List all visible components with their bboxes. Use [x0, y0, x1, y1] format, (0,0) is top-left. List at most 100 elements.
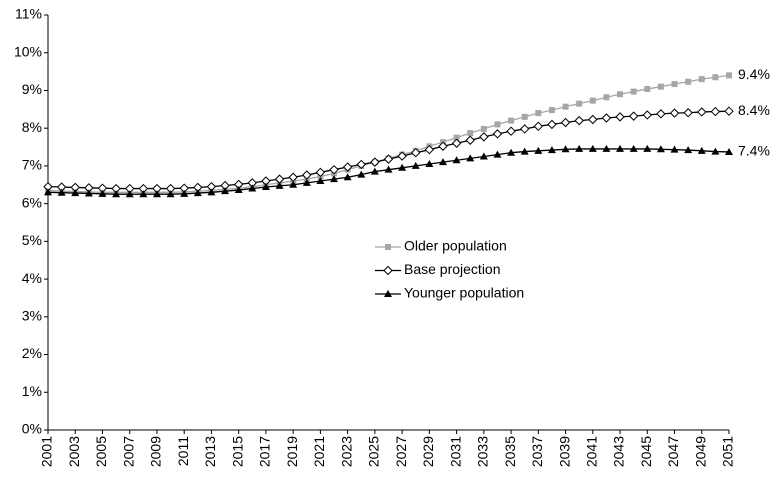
point: [520, 147, 529, 155]
y-tick-label: 1%: [22, 383, 42, 399]
point: [601, 113, 612, 123]
point: [221, 187, 230, 195]
point: [370, 157, 380, 167]
point: [248, 184, 257, 192]
point: [724, 106, 734, 116]
point: [152, 190, 161, 198]
point: [342, 162, 353, 172]
point: [384, 165, 393, 173]
point: [617, 91, 624, 98]
point: [519, 124, 530, 134]
end-label: 9.4%: [738, 66, 770, 82]
point: [588, 114, 598, 125]
x-tick-label: 2011: [175, 436, 191, 466]
point: [630, 88, 637, 95]
point: [602, 144, 611, 152]
legend-marker: [384, 290, 392, 297]
y-tick-label: 0%: [22, 421, 42, 437]
x-tick-label: 2035: [502, 436, 518, 467]
point: [588, 144, 597, 152]
point: [506, 126, 516, 136]
x-tick-label: 2013: [202, 436, 218, 467]
point: [275, 181, 284, 189]
point: [479, 152, 488, 160]
point: [616, 144, 625, 152]
point: [302, 178, 311, 186]
point: [466, 154, 475, 162]
point: [207, 188, 216, 196]
point: [534, 146, 543, 154]
x-tick-label: 2007: [120, 436, 136, 467]
point: [493, 150, 502, 158]
point: [57, 188, 66, 196]
point: [685, 78, 692, 85]
y-tick-label: 5%: [22, 232, 42, 248]
y-tick-label: 6%: [22, 194, 42, 210]
y-tick-label: 7%: [22, 157, 42, 173]
y-tick-label: 11%: [15, 6, 42, 22]
point: [574, 115, 584, 126]
x-tick-label: 2017: [257, 436, 273, 467]
point: [438, 158, 447, 166]
x-tick-label: 2025: [366, 436, 382, 467]
point: [644, 85, 651, 92]
point: [166, 190, 175, 198]
point: [643, 144, 652, 152]
point: [642, 110, 652, 120]
point: [411, 161, 420, 169]
y-tick-label: 9%: [22, 81, 42, 97]
x-tick-label: 2003: [66, 436, 82, 467]
point: [330, 175, 339, 183]
point: [575, 144, 584, 152]
point: [698, 76, 705, 83]
point: [479, 132, 489, 142]
point: [560, 117, 571, 128]
point: [480, 125, 487, 132]
legend-label: Younger population: [404, 285, 524, 301]
point: [628, 111, 639, 121]
x-tick-label: 2047: [665, 436, 681, 467]
point: [561, 145, 570, 153]
point: [44, 188, 52, 196]
series-line: [47, 110, 730, 190]
y-tick-label: 4%: [22, 270, 42, 286]
y-tick-label: 2%: [22, 345, 42, 361]
y-tick-label: 10%: [14, 43, 42, 59]
point: [234, 186, 243, 194]
x-tick-label: 2051: [720, 436, 736, 467]
point: [697, 107, 707, 117]
point: [683, 108, 693, 118]
legend-label: Older population: [404, 238, 507, 254]
x-tick-label: 2037: [529, 436, 545, 467]
y-tick-label: 8%: [22, 119, 42, 135]
point: [125, 190, 134, 198]
x-tick-label: 2005: [93, 436, 109, 467]
point: [452, 156, 461, 164]
x-tick-label: 2027: [393, 436, 409, 467]
point: [465, 135, 475, 145]
point: [180, 189, 189, 197]
point: [547, 119, 557, 130]
point: [603, 94, 610, 101]
x-tick-label: 2009: [148, 436, 164, 467]
point: [438, 141, 448, 151]
point: [370, 167, 379, 175]
x-tick-label: 2031: [447, 436, 463, 467]
x-tick-label: 2033: [475, 436, 491, 467]
x-tick-label: 2015: [229, 436, 245, 467]
end-label: 7.4%: [738, 143, 770, 159]
x-tick-label: 2049: [692, 436, 708, 467]
legend-label: Base projection: [404, 261, 501, 277]
point: [508, 117, 515, 124]
point: [726, 72, 732, 79]
x-tick-label: 2041: [584, 436, 600, 467]
point: [657, 83, 664, 90]
point: [356, 159, 366, 170]
point: [547, 146, 556, 154]
x-tick-label: 2021: [311, 436, 327, 467]
point: [112, 190, 121, 198]
point: [261, 183, 270, 191]
point: [467, 130, 474, 137]
point: [289, 180, 298, 188]
